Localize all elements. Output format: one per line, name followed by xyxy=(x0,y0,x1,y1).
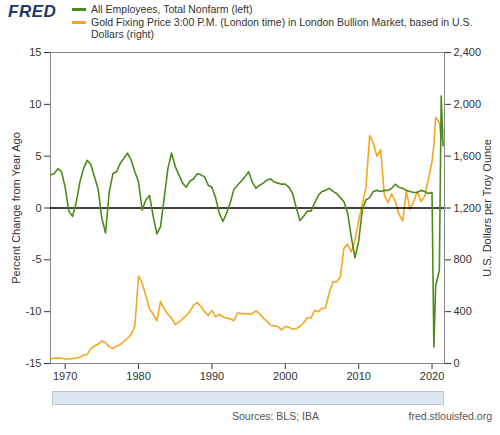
svg-text:-15: -15 xyxy=(26,357,42,369)
svg-text:10: 10 xyxy=(29,98,41,110)
html-text:Gold Fixing Price 3:00 P.M. (L: Gold Fixing Price 3:00 P.M. (London time… xyxy=(91,16,473,40)
svg-text:U.S. Dollars per Troy Ounce: U.S. Dollars per Troy Ounce xyxy=(481,139,493,277)
svg-text:400: 400 xyxy=(454,305,472,317)
svg-text:0: 0 xyxy=(454,357,460,369)
html-text:FRED: FRED xyxy=(8,2,57,21)
html-text:Sources: BLS; IBA: Sources: BLS; IBA xyxy=(232,410,319,422)
svg-text:2020: 2020 xyxy=(420,370,444,382)
svg-text:-5: -5 xyxy=(32,253,42,265)
svg-text:15: 15 xyxy=(29,46,41,58)
svg-text:1980: 1980 xyxy=(126,370,150,382)
svg-text:5: 5 xyxy=(35,150,41,162)
svg-text:2,000: 2,000 xyxy=(454,98,482,110)
svg-text:2,400: 2,400 xyxy=(454,46,482,58)
html-text:fred.stlouisfed.org: fred.stlouisfed.org xyxy=(408,410,492,422)
svg-text:1,200: 1,200 xyxy=(454,202,482,214)
svg-text:1,600: 1,600 xyxy=(454,150,482,162)
svg-text:800: 800 xyxy=(454,253,472,265)
svg-text:1990: 1990 xyxy=(200,370,224,382)
svg-text:2000: 2000 xyxy=(273,370,297,382)
html-text:All Employees, Total Nonfarm (: All Employees, Total Nonfarm (left) xyxy=(91,3,253,15)
svg-text:1970: 1970 xyxy=(53,370,77,382)
svg-text:0: 0 xyxy=(35,202,41,214)
svg-text:Percent Change from Year Ago: Percent Change from Year Ago xyxy=(10,132,22,284)
svg-text:2010: 2010 xyxy=(346,370,370,382)
svg-text:-10: -10 xyxy=(26,305,42,317)
